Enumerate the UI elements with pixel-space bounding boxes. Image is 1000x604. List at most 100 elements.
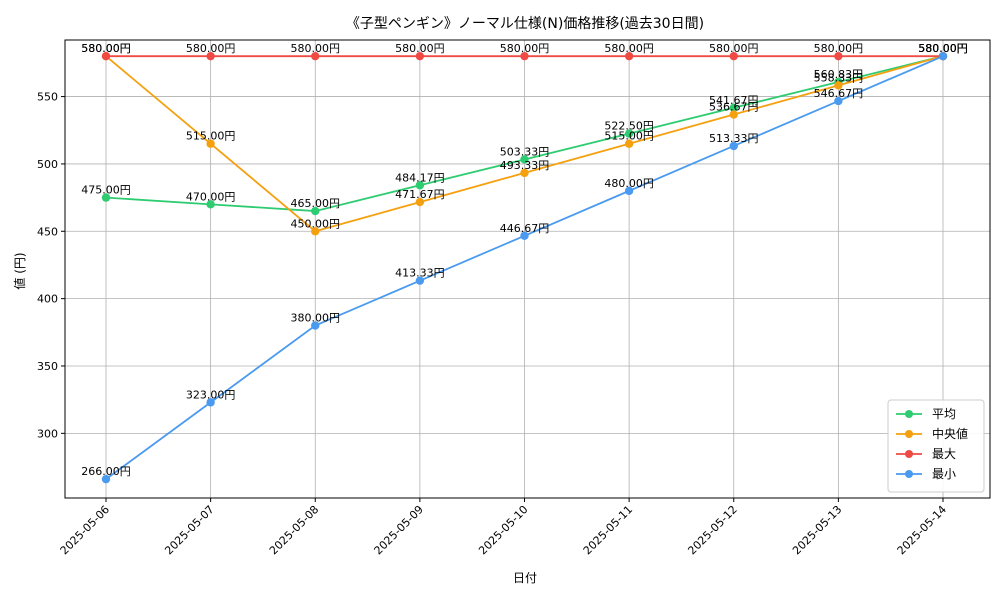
y-tick-label: 550 — [37, 91, 58, 104]
data-point — [624, 139, 634, 148]
data-label: 470.00円 — [186, 190, 236, 203]
data-point — [938, 51, 948, 61]
legend-swatch-marker — [905, 410, 913, 418]
y-tick-label: 500 — [37, 158, 58, 171]
data-point — [624, 129, 634, 138]
y-tick-label: 450 — [37, 225, 58, 238]
legend-label: 最大 — [932, 447, 956, 461]
data-point — [311, 51, 320, 61]
data-label: 515.00円 — [186, 130, 236, 143]
data-label: 558.33円 — [814, 71, 864, 84]
data-point — [729, 51, 738, 61]
x-tick-label: 2025-05-06 — [58, 503, 112, 557]
legend-label: 最小 — [932, 467, 956, 481]
data-point — [520, 51, 529, 61]
data-label: 413.33円 — [395, 267, 445, 280]
data-label: 580.00円 — [500, 42, 550, 55]
data-label: 541.67円 — [709, 94, 759, 107]
data-label: 546.67円 — [814, 87, 864, 100]
data-point — [311, 206, 320, 216]
data-label: 503.33円 — [500, 145, 550, 158]
data-point — [206, 200, 215, 209]
y-tick-label: 400 — [37, 293, 58, 306]
data-point — [206, 398, 215, 407]
legend-box — [887, 399, 985, 493]
data-label: 580.00円 — [186, 42, 236, 55]
y-axis-label: 値 (円) — [12, 252, 27, 289]
data-label: 465.00円 — [291, 197, 341, 210]
data-label: 484.17円 — [395, 171, 445, 184]
x-tick-label: 2025-05-12 — [685, 503, 739, 557]
data-label: 580.00円 — [604, 42, 654, 55]
data-point — [520, 168, 529, 178]
data-point — [101, 474, 111, 484]
data-point — [311, 227, 320, 236]
data-point — [624, 186, 634, 196]
data-label: 580.00円 — [709, 42, 759, 55]
data-label: 560.83円 — [814, 68, 864, 81]
x-tick-label: 2025-05-09 — [372, 503, 426, 557]
data-point — [415, 181, 425, 190]
data-point — [624, 51, 634, 61]
data-label: 266.00円 — [81, 465, 131, 478]
data-label: 323.00円 — [186, 388, 236, 401]
data-label: 580.00円 — [395, 42, 445, 55]
chart-title: 《子型ペンギン》ノーマル仕様(N)価格推移(過去30日間) — [346, 16, 704, 32]
data-label: 580.00円 — [918, 42, 968, 55]
data-label: 380.00円 — [291, 312, 341, 325]
x-tick-label: 2025-05-14 — [895, 503, 949, 557]
data-point — [520, 155, 529, 164]
data-point — [415, 197, 425, 207]
data-label: 515.00円 — [604, 130, 654, 143]
y-tick-label: 300 — [37, 427, 58, 440]
data-label: 513.33円 — [709, 132, 759, 145]
data-label: 446.67円 — [500, 222, 550, 235]
data-labels: 475.00円 470.00円 465.00円 484.17円 503.33円 522.5… — [81, 42, 968, 478]
data-label: 580.00円 — [918, 42, 968, 55]
data-label: 580.00円 — [918, 42, 968, 55]
x-axis-label: 日付 — [513, 571, 537, 585]
data-label: 450.00円 — [291, 217, 341, 230]
data-point — [311, 321, 320, 330]
data-label: 475.00円 — [81, 184, 131, 197]
data-point — [729, 110, 738, 119]
x-tick-label: 2025-05-10 — [476, 503, 530, 557]
data-point — [834, 51, 843, 61]
x-tick-label: 2025-05-11 — [581, 503, 635, 557]
x-tick-label: 2025-05-08 — [267, 503, 321, 557]
legend-label: 平均 — [932, 407, 956, 421]
data-point — [415, 276, 425, 285]
data-point — [101, 193, 111, 202]
data-point — [834, 81, 843, 90]
data-label: 580.00円 — [81, 42, 131, 55]
data-label: 580.00円 — [291, 42, 341, 55]
x-tick-label: 2025-05-13 — [790, 503, 844, 557]
legend-swatch-marker — [905, 430, 913, 438]
legend-label: 中央値 — [932, 426, 968, 441]
y-tick-label: 350 — [37, 360, 58, 373]
data-label: 471.67円 — [395, 188, 445, 201]
data-point — [415, 51, 425, 61]
data-point — [520, 231, 529, 240]
x-tick-label: 2025-05-07 — [162, 503, 216, 557]
data-label: 522.50円 — [604, 120, 654, 133]
plot-frame — [64, 39, 991, 499]
data-label: 480.00円 — [604, 177, 654, 190]
data-label: 580.00円 — [814, 42, 864, 55]
data-label: 536.67円 — [709, 101, 759, 114]
data-point — [729, 103, 738, 112]
legend-swatch-marker — [905, 450, 913, 458]
data-point — [729, 141, 738, 151]
data-point — [206, 51, 215, 61]
legend-swatch-marker — [905, 470, 913, 478]
data-label: 493.33円 — [500, 159, 550, 172]
data-point — [101, 51, 111, 61]
data-label: 580.00円 — [81, 42, 131, 55]
data-point — [834, 96, 843, 106]
series-layer — [101, 51, 948, 484]
data-point — [206, 139, 215, 148]
data-label: 580.00円 — [918, 42, 968, 55]
